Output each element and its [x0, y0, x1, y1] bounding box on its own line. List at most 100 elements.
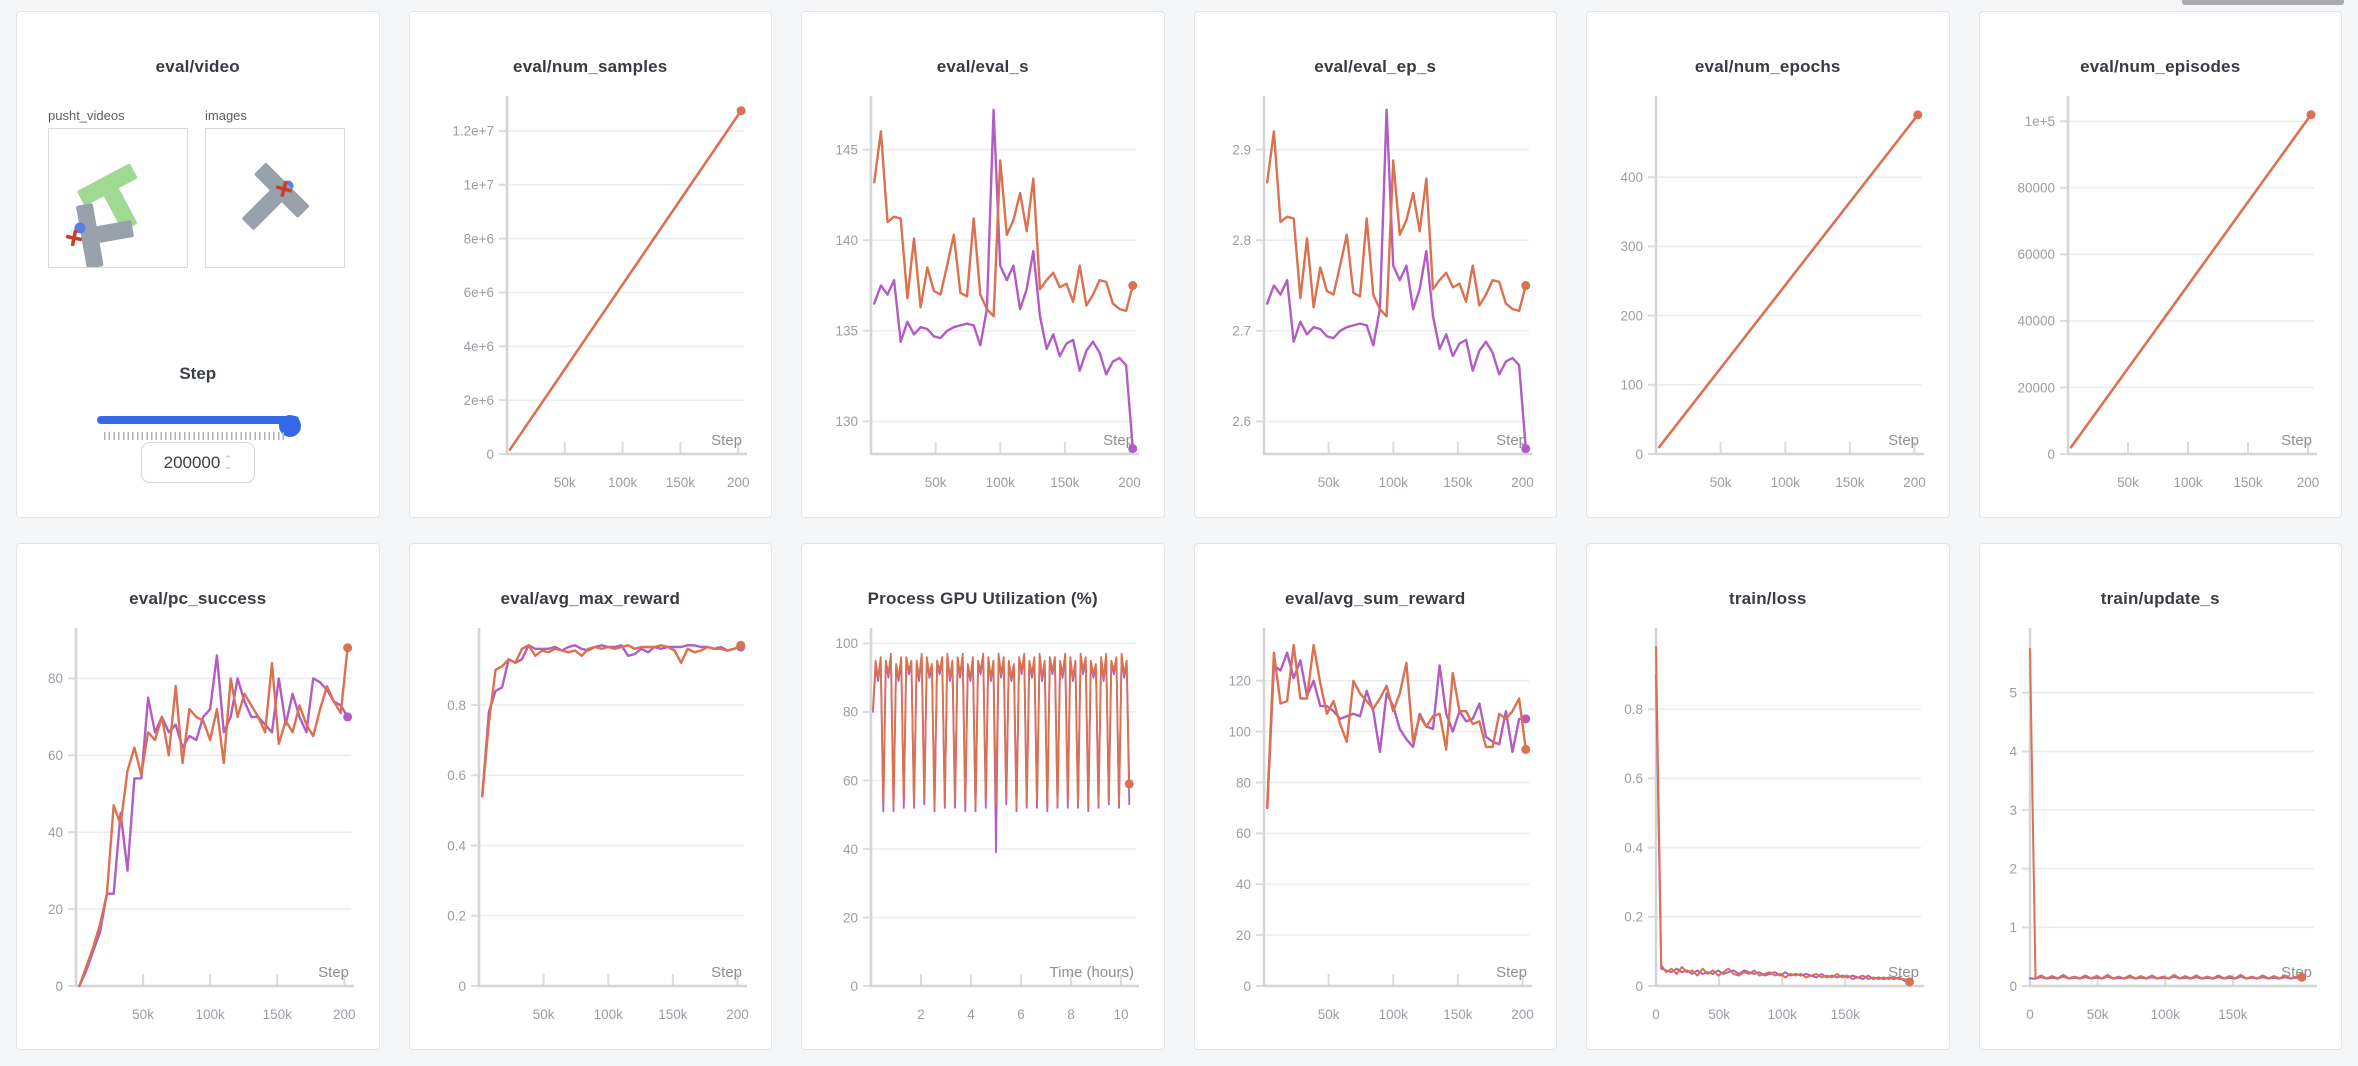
y-tick-label: 0.8: [447, 698, 466, 713]
y-tick-label: 1e+5: [2024, 114, 2054, 129]
step-input[interactable]: 200000 ⌃ ⌄: [140, 442, 255, 483]
y-tick-label: 100: [1620, 378, 1643, 393]
chart-canvas[interactable]: 0 20 40 60 80 100 2 4 6 8 10 Time (hours): [802, 616, 1163, 1046]
series-line-orange[interactable]: [872, 652, 1131, 809]
y-tick-label: 6e+6: [463, 285, 493, 300]
series-line-orange[interactable]: [1657, 113, 1920, 449]
panel-eval-num-episodes[interactable]: eval/num_episodes 0 20000 40000 60000 80000 1e…: [1978, 11, 2342, 518]
chart-canvas[interactable]: 0 0.2 0.4 0.6 0.8 50k 100k 150k 200 Step: [410, 616, 771, 1046]
y-tick-label: 100: [835, 636, 858, 651]
panel-eval-num-epochs[interactable]: eval/num_epochs 0 100 200 300 400 50k 100k 150k 2…: [1586, 11, 1950, 518]
x-axis-label: Step: [1103, 432, 1134, 449]
y-tick-label: 2e+6: [463, 393, 493, 408]
x-tick-label: 50k: [2086, 1007, 2108, 1022]
x-tick-label: 100k: [607, 475, 637, 490]
x-tick-label: 0: [2026, 1007, 2034, 1022]
panel-process-gpu-utilization[interactable]: Process GPU Utilization (%) 0 20 40 60 80 100 2…: [801, 543, 1165, 1050]
y-tick-label: 2.6: [1232, 414, 1251, 429]
series-line-purple[interactable]: [78, 654, 349, 988]
y-tick-label: 80: [1235, 775, 1250, 790]
step-slider[interactable]: [97, 410, 301, 440]
series-line-orange[interactable]: [872, 130, 1134, 318]
chart-canvas[interactable]: 2.6 2.7 2.8 2.9 50k 100k 150k 200 Step: [1195, 84, 1556, 514]
x-tick-label: 100k: [593, 1007, 623, 1022]
chart-canvas[interactable]: 0 2e+6 4e+6 6e+6 8e+6 1e+7 1.2e+7 50k 100k 150k 20…: [410, 84, 771, 514]
media-label-images: images: [205, 108, 247, 123]
chart-canvas[interactable]: 0 20000 40000 60000 80000 1e+5 50k 100k 150k 200 S…: [1980, 84, 2341, 514]
y-tick-label: 60: [48, 748, 63, 763]
scrollbar-fragment[interactable]: [2182, 0, 2344, 5]
series-line-orange[interactable]: [1265, 130, 1527, 318]
slider-track[interactable]: [97, 415, 301, 437]
panel-eval-eval-ep-s[interactable]: eval/eval_ep_s 2.6 2.7 2.8 2.9 50k 100k 150k 200…: [1193, 11, 1557, 518]
series-line-purple[interactable]: [1265, 108, 1527, 450]
series-line-orange[interactable]: [2069, 113, 2312, 449]
x-tick-label: 200: [726, 1007, 749, 1022]
panel-eval-avg-sum-reward[interactable]: eval/avg_sum_reward 0 20 40 60 80 100 120 50k 100…: [1193, 543, 1557, 1050]
y-tick-label: 145: [835, 142, 858, 157]
series-line-orange[interactable]: [1265, 643, 1527, 810]
chart-title: eval/num_epochs: [1694, 57, 1841, 76]
chart-canvas[interactable]: 0 100 200 300 400 50k 100k 150k 200 Step: [1587, 84, 1948, 514]
series-line-purple[interactable]: [1655, 673, 1911, 982]
y-tick-label: 2.7: [1232, 324, 1251, 339]
chart-canvas[interactable]: 0 20 40 60 80 100 120 50k 100k 150k 200 Step: [1195, 616, 1556, 1046]
x-tick-label: 100k: [1771, 475, 1801, 490]
pusht-video-thumbnail[interactable]: [48, 128, 188, 268]
y-tick-label: 0: [486, 447, 494, 462]
series-line-purple[interactable]: [480, 644, 742, 798]
series-endpoint-dot-orange: [1520, 744, 1530, 754]
chart-canvas[interactable]: 0 0.2 0.4 0.6 0.8 0 50k 100k 150k Step: [1587, 616, 1948, 1046]
panel-train-loss[interactable]: train/loss 0 0.2 0.4 0.6 0.8 0 50k 100k 150k Step: [1586, 543, 1950, 1050]
y-tick-label: 4: [2009, 744, 2017, 759]
series-line-orange[interactable]: [1655, 645, 1911, 983]
y-tick-label: 20: [48, 902, 63, 917]
step-input-value: 200000: [163, 452, 221, 472]
x-tick-label: 150k: [263, 1007, 293, 1022]
series-line-purple[interactable]: [1265, 651, 1527, 810]
series-endpoint-dot-orange: [735, 640, 745, 650]
series-line-orange[interactable]: [78, 646, 349, 988]
slider-ruler-ticks: [104, 432, 284, 440]
panel-eval-pc-success[interactable]: eval/pc_success 0 20 40 60 80 50k 100k 150k 200 St…: [16, 543, 380, 1050]
y-tick-label: 1: [2009, 920, 2017, 935]
series-endpoint-dot-orange: [1124, 779, 1134, 789]
series-line-orange[interactable]: [2028, 647, 2303, 980]
series-line-orange[interactable]: [508, 109, 742, 452]
chart-title: eval/avg_max_reward: [500, 589, 681, 608]
x-tick-label: 200: [1903, 475, 1926, 490]
x-tick-label: 100k: [2173, 475, 2203, 490]
panel-eval-video[interactable]: eval/video pusht_videos: [16, 11, 380, 518]
series-endpoint-dot-orange: [2306, 110, 2315, 120]
chart-canvas[interactable]: 0 20 40 60 80 50k 100k 150k 200 Step: [17, 616, 378, 1046]
chart-title: eval/avg_sum_reward: [1284, 589, 1466, 608]
x-axis-label: Step: [1496, 964, 1527, 981]
series-endpoint-dot-orange: [1905, 977, 1915, 987]
panel-train-update-s[interactable]: train/update_s 0 1 2 3 4 5 0 50k 100k 150k Step: [1978, 543, 2342, 1050]
y-tick-label: 200: [1620, 308, 1643, 323]
x-tick-label: 150k: [1443, 475, 1473, 490]
series-line-orange[interactable]: [480, 644, 742, 798]
images-thumbnail[interactable]: [205, 128, 345, 268]
x-tick-label: 150k: [1835, 475, 1865, 490]
panel-eval-num-samples[interactable]: eval/num_samples 0 2e+6 4e+6 6e+6 8e+6 1e+7 1.2…: [408, 11, 772, 518]
y-tick-label: 0: [850, 979, 858, 994]
x-tick-label: 150k: [1050, 475, 1080, 490]
y-tick-label: 60000: [2017, 247, 2055, 262]
images-scene-icon: [242, 163, 309, 230]
y-tick-label: 0.4: [1624, 840, 1643, 855]
y-tick-label: 140: [835, 233, 858, 248]
x-tick-label: 50k: [1708, 1007, 1730, 1022]
slider-knob[interactable]: [279, 415, 301, 437]
x-tick-label: 100k: [1768, 1007, 1798, 1022]
panel-eval-eval-s[interactable]: eval/eval_s 130 135 140 145 50k 100k 150k 200 Ste…: [801, 11, 1165, 518]
panel-eval-avg-max-reward[interactable]: eval/avg_max_reward 0 0.2 0.4 0.6 0.8 50k 100k 1…: [408, 543, 772, 1050]
chart-canvas[interactable]: 130 135 140 145 50k 100k 150k 200 Step: [802, 84, 1163, 514]
series-line-purple[interactable]: [872, 108, 1134, 450]
media-panel-title: eval/video: [155, 57, 240, 76]
stepper-arrows-icon[interactable]: ⌃ ⌄: [224, 453, 232, 471]
x-tick-label: 8: [1067, 1007, 1075, 1022]
y-tick-label: 100: [1228, 724, 1251, 739]
x-tick-label: 150k: [658, 1007, 688, 1022]
